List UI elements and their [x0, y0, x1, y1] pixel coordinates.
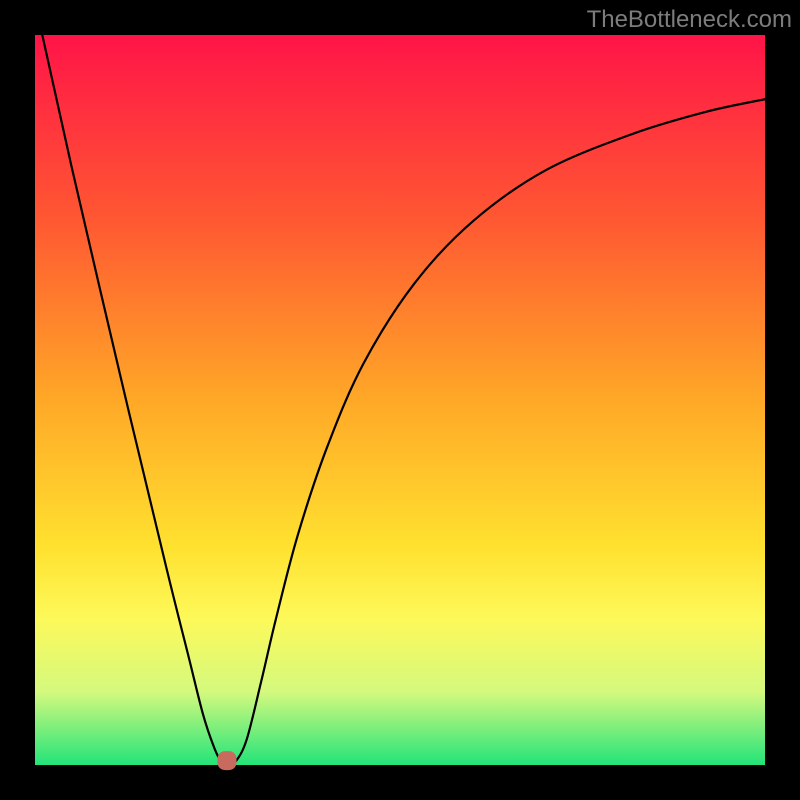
chart-container: TheBottleneck.com: [0, 0, 800, 800]
plot-background: [35, 35, 765, 765]
watermark-text: TheBottleneck.com: [587, 6, 792, 34]
optimal-marker: [218, 752, 236, 770]
bottleneck-chart: [0, 0, 800, 800]
